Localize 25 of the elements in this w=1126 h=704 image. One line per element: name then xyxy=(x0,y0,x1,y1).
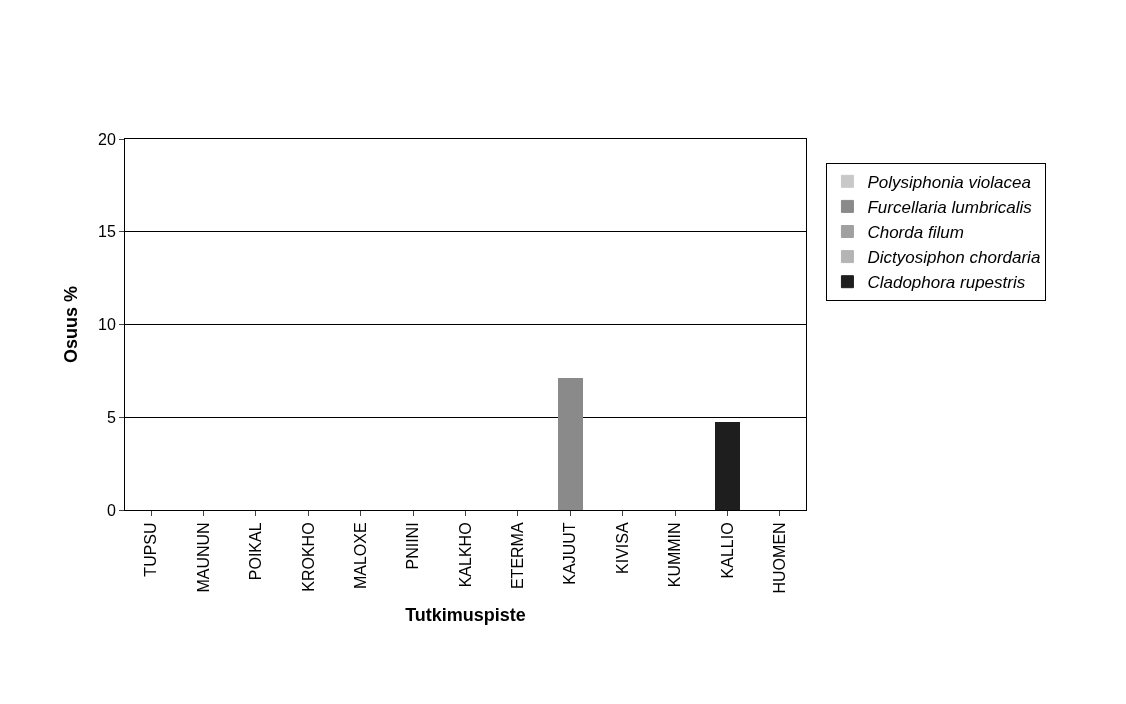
x-tick-label: KAJUUT xyxy=(561,522,579,585)
legend-label: Chorda filum xyxy=(867,223,964,243)
legend-label: Furcellaria lumbricalis xyxy=(867,198,1033,218)
x-axis-title: Tutkimuspiste xyxy=(405,604,526,625)
y-axis-title: Osuus % xyxy=(61,285,82,364)
y-tick-label: 0 xyxy=(106,501,116,519)
x-tick-label: TUPSU xyxy=(142,522,160,577)
x-tick-label: KALKHO xyxy=(456,522,474,588)
x-tick-label: KROKHO xyxy=(299,522,317,592)
x-tick-label: MAUNUN xyxy=(194,522,212,593)
x-tick-label: ETERMA xyxy=(509,522,527,590)
x-tick-label: MALOXE xyxy=(351,522,369,590)
y-tick-label: 20 xyxy=(98,130,116,148)
legend-label: Cladophora rupestris xyxy=(867,273,1026,293)
legend-label: Dictyosiphon chordaria xyxy=(867,248,1041,268)
x-tick-label: PNIINI xyxy=(404,522,422,570)
x-tick-label: KIVISA xyxy=(613,522,631,574)
x-tick-label: KUMMIN xyxy=(666,522,684,588)
y-tick-label: 10 xyxy=(98,316,116,334)
x-tick-label: KALLIO xyxy=(718,522,736,579)
x-tick-label: HUOMEN xyxy=(771,522,789,594)
x-tick-label: POIKAL xyxy=(247,522,265,581)
legend-label: Polysiphonia violacea xyxy=(867,172,1031,192)
y-tick-label: 5 xyxy=(106,408,116,426)
y-tick-label: 15 xyxy=(98,223,116,241)
